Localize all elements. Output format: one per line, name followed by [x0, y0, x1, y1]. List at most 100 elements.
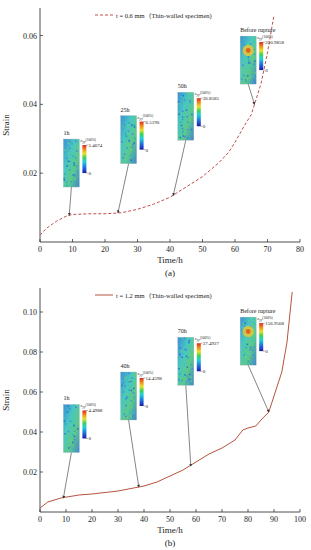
dic-speckle: [64, 433, 66, 435]
dic-speckle: [130, 416, 132, 418]
dic-speckle: [251, 64, 253, 66]
dic-speckle: [77, 171, 79, 173]
dic-speckle: [131, 127, 133, 128]
dic-speckle: [189, 374, 191, 376]
dic-speckle: [69, 147, 71, 149]
dic-speckle: [124, 378, 126, 380]
dic-speckle: [70, 159, 72, 161]
dic-image: [63, 404, 79, 452]
dic-speckle: [183, 135, 185, 137]
dic-speckle: [248, 62, 250, 64]
inset: 1hεyy(100%)05.4674: [63, 130, 102, 215]
dic-speckle: [178, 379, 180, 381]
plot-area: [40, 15, 274, 235]
dic-speckle: [178, 113, 180, 115]
dic-speckle: [181, 351, 183, 353]
dic-speckle: [68, 184, 70, 186]
dic-speckle: [126, 379, 128, 381]
dic-speckle: [69, 185, 71, 187]
dic-speckle: [77, 168, 79, 170]
dic-speckle: [66, 182, 68, 184]
dic-image: [240, 317, 256, 365]
y-tick-label: 0.04: [23, 100, 37, 109]
y-tick-label: 0.02: [23, 169, 37, 178]
dic-speckle: [178, 101, 180, 103]
dic-speckle: [182, 119, 184, 121]
chart: 010203040506070800.020.040.06Time/hStrai…: [1, 8, 304, 278]
dic-speckle: [244, 352, 246, 354]
inset: 50hεyy(100%)036.8585: [173, 83, 219, 195]
x-tick: [170, 239, 171, 242]
x-tick-label: 100: [294, 515, 306, 524]
dic-speckle: [126, 160, 128, 162]
dic-speckle: [246, 78, 248, 80]
dic-speckle: [131, 390, 133, 392]
dic-speckle: [133, 126, 135, 128]
x-tick-label: 0: [38, 515, 42, 524]
dic-speckle: [66, 158, 68, 160]
dic-speckle: [252, 350, 254, 352]
dic-speckle: [250, 353, 252, 355]
dic-speckle: [71, 143, 73, 145]
dic-speckle: [124, 153, 126, 155]
annotation-arrow: [186, 385, 191, 466]
dic-speckle: [181, 349, 183, 351]
dic-speckle: [187, 137, 189, 139]
annotation-arrow: [118, 164, 129, 213]
dic-speckle: [187, 366, 189, 368]
legend-label: t = 0.6 mm（Thin-walled specimen): [116, 12, 212, 20]
dic-speckle: [247, 344, 249, 346]
x-tick-label: 40: [140, 515, 148, 524]
dic-hotspot: [243, 326, 254, 338]
dic-speckle: [183, 375, 185, 377]
dic-speckle: [68, 142, 70, 144]
dic-speckle: [182, 95, 184, 97]
series-line: [40, 292, 292, 508]
dic-speckle: [252, 76, 254, 78]
dic-hotspot: [246, 329, 251, 334]
dic-speckle: [179, 347, 181, 349]
dic-speckle: [189, 119, 191, 121]
dic-speckle: [183, 116, 185, 118]
dic-speckle: [187, 116, 189, 118]
dic-speckle: [128, 373, 130, 375]
inset-label: 70h: [178, 328, 187, 334]
dic-speckle: [186, 375, 188, 377]
dic-speckle: [131, 377, 133, 379]
dic-speckle: [190, 124, 192, 126]
dic-speckle: [254, 54, 256, 56]
dic-speckle: [181, 357, 183, 359]
dic-speckle: [131, 125, 133, 127]
colorbar-tick-label: 0: [88, 171, 91, 176]
dic-speckle: [246, 347, 248, 349]
x-tick-label: 90: [270, 515, 278, 524]
x-axis-label: Time/h: [157, 255, 183, 265]
colorbar-tick-label: 0: [203, 124, 206, 129]
dic-speckle: [74, 439, 76, 441]
dic-speckle: [64, 179, 66, 181]
dic-speckle: [190, 377, 192, 379]
colorbar: [140, 378, 144, 406]
inset-label: 50h: [178, 83, 187, 89]
dic-speckle: [64, 150, 66, 152]
dic-speckle: [122, 157, 124, 159]
dic-speckle: [249, 321, 251, 323]
x-tick: [66, 509, 67, 512]
dic-speckle: [127, 121, 129, 123]
colorbar-tick-label: 0: [203, 369, 206, 374]
colorbar-tick-label: 4.4988: [88, 408, 102, 413]
x-tick-label: 60: [231, 245, 239, 254]
dic-speckle: [70, 440, 72, 442]
colorbar: [140, 122, 144, 150]
dic-speckle: [190, 102, 192, 104]
colorbar-tick-label: 6.5190: [146, 120, 160, 125]
dic-speckle: [244, 323, 246, 325]
x-tick-label: 70: [218, 515, 226, 524]
dic-speckle: [246, 341, 248, 343]
dic-speckle: [134, 126, 136, 128]
dic-speckle: [247, 75, 249, 77]
y-axis-label: Strain: [1, 114, 11, 136]
dic-speckle: [131, 160, 133, 162]
inset-label: Before rupture: [240, 308, 275, 314]
colorbar: [82, 410, 86, 438]
